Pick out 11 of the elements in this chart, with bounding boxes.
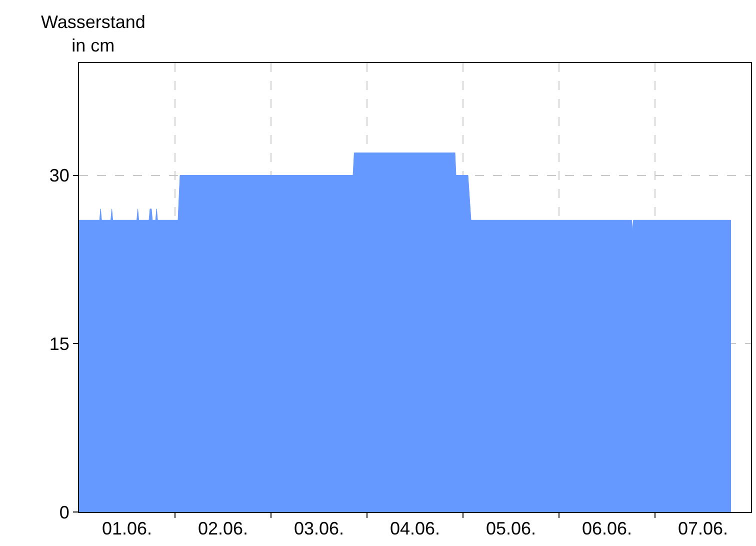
- x-tick-label: 03.06.: [294, 518, 344, 539]
- x-tick-label: 06.06.: [582, 518, 632, 539]
- y-axis-title: Wasserstand in cm: [41, 12, 146, 56]
- x-tick-label: 07.06.: [678, 518, 728, 539]
- x-tick-label: 05.06.: [486, 518, 536, 539]
- y-tick-label: 15: [49, 334, 70, 354]
- x-tick-label: 01.06.: [102, 518, 152, 539]
- x-tick-label: 04.06.: [390, 518, 440, 539]
- y-tick-label: 30: [49, 166, 70, 186]
- y-tick-label: 0: [59, 502, 70, 522]
- x-tick-label: 02.06.: [198, 518, 248, 539]
